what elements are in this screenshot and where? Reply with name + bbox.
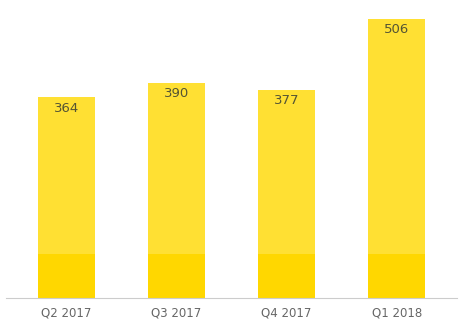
Bar: [258, 90, 315, 254]
Text: 506: 506: [384, 23, 409, 36]
Bar: [38, 254, 95, 298]
Bar: [38, 97, 95, 254]
Bar: [148, 254, 205, 298]
Text: 377: 377: [274, 95, 300, 108]
Bar: [148, 83, 205, 254]
Bar: [368, 19, 425, 254]
Bar: [258, 254, 315, 298]
Bar: [368, 254, 425, 298]
Text: 364: 364: [54, 102, 79, 115]
Text: 390: 390: [164, 87, 189, 100]
